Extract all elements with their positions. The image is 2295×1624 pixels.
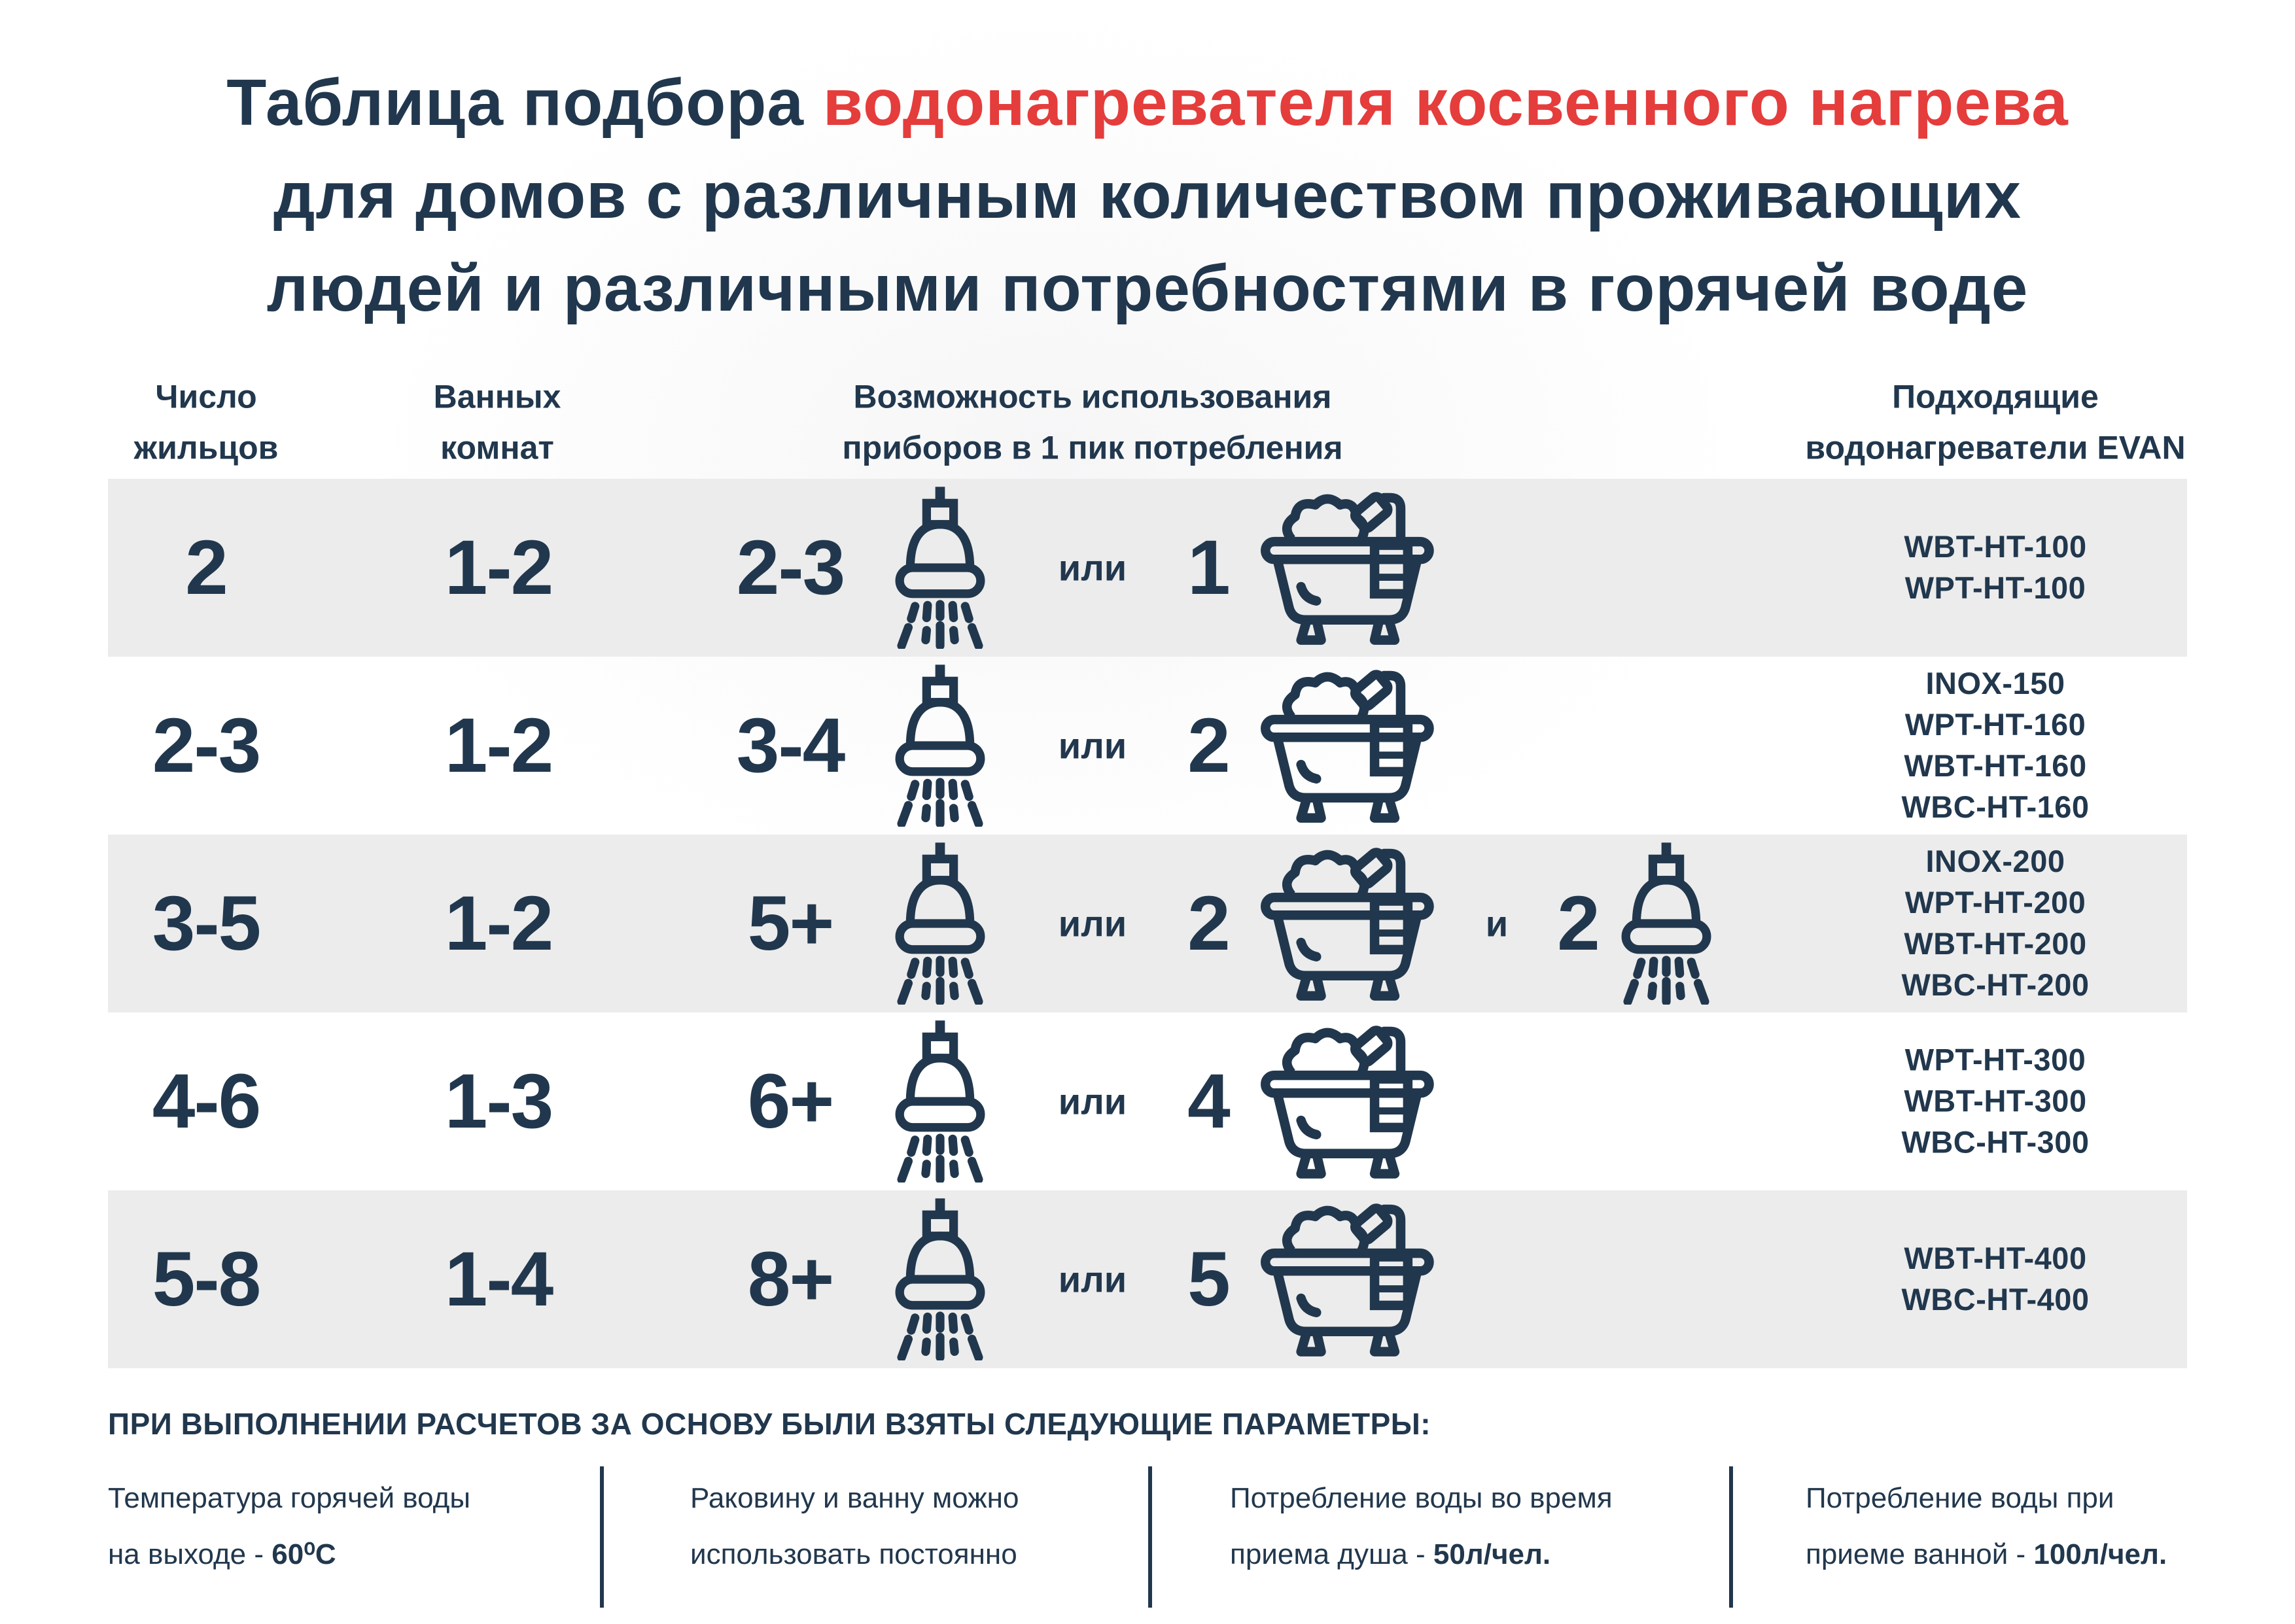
showers-count: 3-4 xyxy=(736,702,846,789)
page-title: Таблица подбора водонагревателя косвенно… xyxy=(0,0,2295,335)
shower-icon xyxy=(887,842,993,1005)
baths-count: 2 xyxy=(1187,880,1231,967)
extra-showers-count: 2 xyxy=(1557,880,1600,967)
model-name: WPT-HT-100 xyxy=(1904,570,2086,605)
table-row: 5-8 1-4 8+ или 5 WBT-HT-400 WBC-HT-400 xyxy=(108,1190,2187,1368)
table-row: 2-3 1-2 3-4 или 2 INOX-150 WPT-HT-160 WB… xyxy=(108,657,2187,835)
model-name: WPT-HT-200 xyxy=(1904,885,2086,920)
or-label: или xyxy=(1058,725,1127,767)
or-label: или xyxy=(1058,903,1127,944)
shower-icon xyxy=(887,1020,993,1183)
baths-count: 4 xyxy=(1187,1058,1231,1145)
bathrooms-count: 1-2 xyxy=(444,525,554,611)
table-header-peak-usage: Возможность использования приборов в 1 пи… xyxy=(842,378,1343,466)
model-name: WBC-HT-160 xyxy=(1901,789,2090,824)
title-normal: Таблица подбора xyxy=(226,66,823,139)
baths-count: 2 xyxy=(1187,702,1231,789)
bathtub-icon xyxy=(1261,1201,1439,1358)
model-list: INOX-200 WPT-HT-200 WBT-HT-200 WBC-HT-20… xyxy=(1901,841,2089,1006)
model-list: INOX-150 WPT-HT-160 WBT-HT-160 WBC-HT-16… xyxy=(1901,663,2089,828)
table-body: 2 1-2 2-3 или 1 WBT-HT-100 WPT-HT-100 2-… xyxy=(108,479,2187,1368)
residents-count: 3-5 xyxy=(152,880,262,967)
model-name: WBT-HT-300 xyxy=(1904,1083,2087,1118)
bathtub-icon xyxy=(1261,845,1439,1002)
baths-count: 1 xyxy=(1187,525,1231,611)
bathrooms-count: 1-3 xyxy=(444,1058,554,1145)
or-label: или xyxy=(1058,547,1127,589)
model-name: WBT-HT-160 xyxy=(1904,748,2087,783)
bathtub-icon xyxy=(1261,667,1439,824)
note-water-temperature: Температура горячей воды на выходе - 60⁰… xyxy=(108,1482,470,1570)
model-name: WBC-HT-400 xyxy=(1901,1282,2090,1317)
footer-notes: Температура горячей воды на выходе - 60⁰… xyxy=(108,1466,2187,1624)
table-row: 4-6 1-3 6+ или 4 WPT-HT-300 WBT-HT-300 W… xyxy=(108,1012,2187,1190)
shower-icon xyxy=(887,1198,993,1360)
or-label: или xyxy=(1058,1258,1127,1300)
model-list: WBT-HT-100 WPT-HT-100 xyxy=(1904,527,2086,609)
model-name: INOX-150 xyxy=(1925,666,2065,701)
model-list: WBT-HT-400 WBC-HT-400 xyxy=(1901,1238,2089,1321)
bathtub-icon xyxy=(1261,1023,1439,1180)
residents-count: 2 xyxy=(185,525,228,611)
shower-icon xyxy=(1613,842,1719,1005)
residents-count: 5-8 xyxy=(152,1236,262,1322)
footer: ПРИ ВЫПОЛНЕНИИ РАСЧЕТОВ ЗА ОСНОВУ БЫЛИ В… xyxy=(108,1406,2187,1624)
model-name: WPT-HT-300 xyxy=(1904,1042,2086,1077)
title-line3: людей и различными потребностями в горяч… xyxy=(266,252,2029,325)
table-header-residents: Число жильцов xyxy=(133,378,279,466)
model-name: WBT-HT-400 xyxy=(1904,1241,2087,1276)
showers-count: 6+ xyxy=(747,1058,835,1145)
divider xyxy=(600,1466,604,1608)
bathrooms-count: 1-4 xyxy=(444,1236,554,1322)
residents-count: 2-3 xyxy=(152,702,262,789)
model-name: WBC-HT-300 xyxy=(1901,1124,2090,1160)
divider xyxy=(1729,1466,1733,1608)
footer-heading: ПРИ ВЫПОЛНЕНИИ РАСЧЕТОВ ЗА ОСНОВУ БЫЛИ В… xyxy=(108,1407,1431,1441)
bathrooms-count: 1-2 xyxy=(444,880,554,967)
showers-count: 8+ xyxy=(747,1236,835,1322)
shower-icon xyxy=(887,665,993,827)
and-label: и xyxy=(1485,903,1509,944)
note-shower-consumption: Потребление воды во время приема душа - … xyxy=(1230,1482,1613,1570)
table-header-row: Число жильцов Ванных комнат Возможность ис… xyxy=(108,366,2187,479)
title-line2: для домов с различным количеством прожив… xyxy=(273,159,2022,232)
residents-count: 4-6 xyxy=(152,1058,262,1145)
selection-table: Число жильцов Ванных комнат Возможность ис… xyxy=(108,366,2187,1368)
bathtub-icon xyxy=(1261,489,1439,646)
note-bath-consumption: Потребление воды при приеме ванной - 100… xyxy=(1806,1482,2167,1570)
table-header-models: Подходящие водонагреватели EVAN xyxy=(1805,378,2186,466)
model-list: WPT-HT-300 WBT-HT-300 WBC-HT-300 xyxy=(1901,1040,2089,1164)
model-name: INOX-200 xyxy=(1925,844,2065,879)
shower-icon xyxy=(887,487,993,649)
divider xyxy=(1148,1466,1152,1608)
model-name: WBC-HT-200 xyxy=(1901,967,2090,1002)
model-name: WBT-HT-100 xyxy=(1904,529,2087,564)
table-header-bathrooms: Ванных комнат xyxy=(433,378,561,466)
model-name: WBT-HT-200 xyxy=(1904,926,2087,961)
showers-count: 2-3 xyxy=(736,525,846,611)
bathrooms-count: 1-2 xyxy=(444,702,554,789)
note-sink-bath-usage: Раковину и ванну можно использовать пост… xyxy=(690,1482,1019,1570)
table-row: 3-5 1-2 5+ или 2 и 2 INOX-200 WPT-HT-200… xyxy=(108,835,2187,1012)
showers-count: 5+ xyxy=(747,880,835,967)
title-highlight: водонагревателя косвенного нагрева xyxy=(822,66,2069,139)
baths-count: 5 xyxy=(1187,1236,1231,1322)
table-row: 2 1-2 2-3 или 1 WBT-HT-100 WPT-HT-100 xyxy=(108,479,2187,657)
model-name: WPT-HT-160 xyxy=(1904,707,2086,742)
or-label: или xyxy=(1058,1080,1127,1122)
